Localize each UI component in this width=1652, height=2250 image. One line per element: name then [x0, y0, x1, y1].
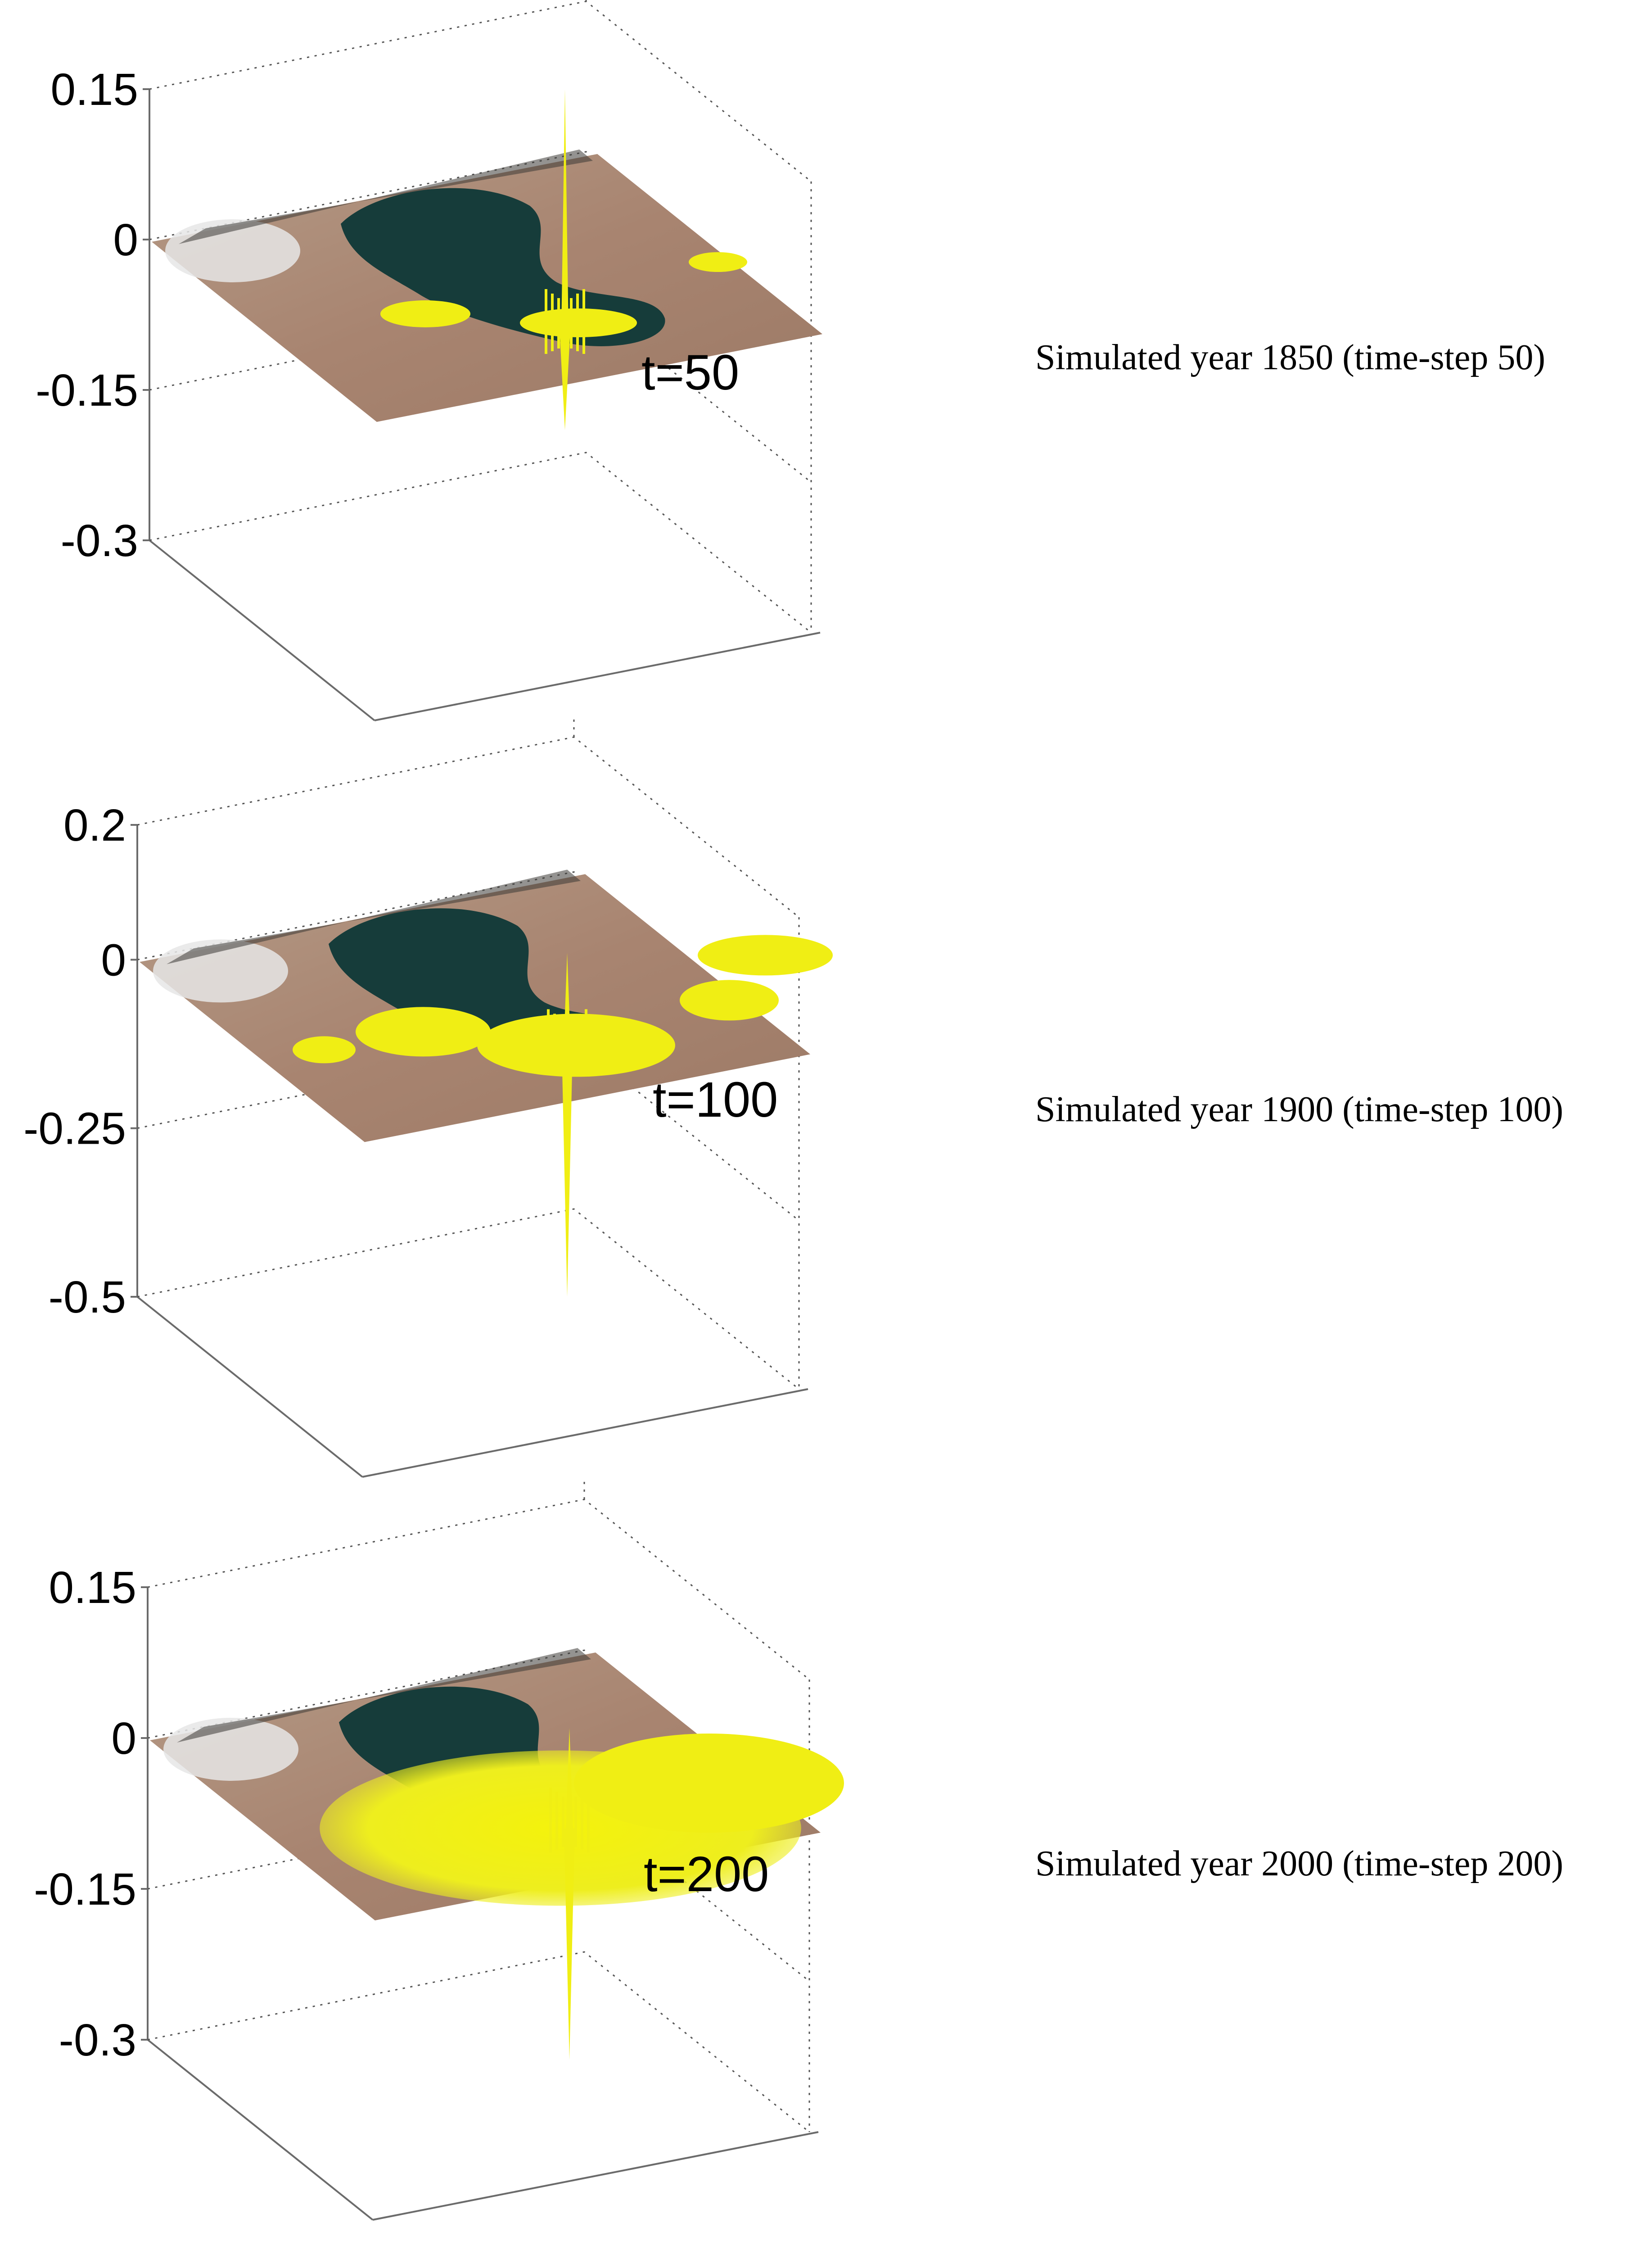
grid-line [137, 871, 799, 1053]
trough-spike [564, 1828, 575, 2060]
plume-area [293, 1036, 356, 1064]
z-tick-label: 0.15 [50, 64, 138, 115]
grid-line [137, 736, 799, 918]
surface-label: t=200 [644, 1847, 769, 1902]
trough-spike [560, 330, 570, 430]
plume-area [574, 1734, 844, 1833]
floor-edge-front [374, 632, 821, 721]
floor-edge-left [147, 2039, 374, 2221]
floor-edge-front [372, 2131, 819, 2221]
z-tick-label: -0.3 [59, 2015, 136, 2065]
plume-area [356, 1007, 491, 1057]
panel-3: 0.15 0 -0.15 -0.3 t=200 Simulated year 2000 (… [34, 1481, 1563, 2221]
z-tick-label: -0.3 [61, 516, 138, 566]
trough-spike [562, 1050, 573, 1297]
panel-caption: Simulated year 2000 (time-step 200) [1035, 1844, 1563, 1883]
grid-line [147, 1951, 810, 2133]
plume-area [477, 1014, 675, 1077]
floor-edge-left [136, 1296, 363, 1478]
grid-line [147, 1649, 810, 1831]
z-tick-label: 0.15 [49, 1562, 136, 1613]
panel-2: 0.2 0 -0.25 -0.5 t=100 Simulated year 1900 (t… [23, 719, 1563, 1478]
plume-area [698, 935, 833, 976]
mountain-strip [177, 1648, 591, 1743]
z-tick-label: -0.5 [49, 1272, 126, 1322]
z-tick-label: -0.15 [36, 365, 138, 416]
surface-label: t=50 [641, 345, 739, 400]
z-tick-label: -0.25 [23, 1104, 126, 1154]
z-tick-label: 0 [101, 935, 126, 985]
z-tick-label: 0 [111, 1713, 136, 1764]
grid-line [149, 452, 812, 634]
z-tick-label: 0.2 [63, 800, 126, 851]
panel-caption: Simulated year 1900 (time-step 100) [1035, 1090, 1563, 1129]
peak-spike [564, 953, 571, 1050]
grid-line [149, 151, 812, 333]
panel-1: 0.15 0 -0.15 -0.3 t=50 Simulated year 1850 (t… [36, 0, 1545, 721]
grid-line [147, 1498, 810, 1680]
peak-spike [566, 1728, 573, 1828]
plume-area [680, 980, 779, 1021]
grid-line [149, 0, 812, 182]
z-tick-label: -0.15 [34, 1864, 136, 1915]
floor-edge-left [149, 539, 375, 721]
peak-spike [561, 89, 569, 330]
plume-area [380, 300, 470, 327]
floor-edge-front [362, 1388, 808, 1478]
grid-line [137, 1208, 799, 1390]
mountain-strip [167, 869, 581, 964]
surface-label: t=100 [653, 1072, 778, 1127]
panel-caption: Simulated year 1850 (time-step 50) [1035, 338, 1545, 377]
z-tick-label: 0 [113, 215, 138, 265]
plume-area [689, 252, 747, 272]
mountain-strip [179, 149, 593, 244]
